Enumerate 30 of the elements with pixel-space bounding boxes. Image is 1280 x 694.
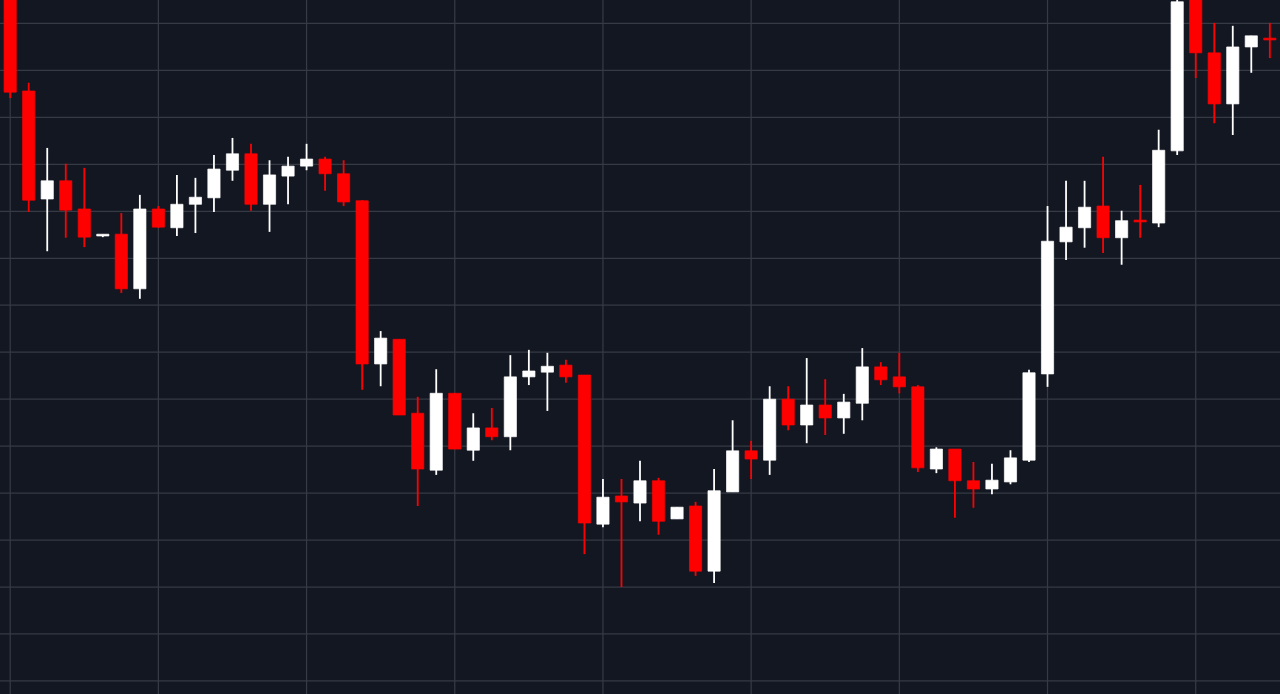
candlestick [1263,21,1277,60]
candlestick [1059,179,1073,261]
candlestick [151,205,165,229]
candlestick [226,137,239,182]
candlestick [818,378,832,436]
candlestick [929,446,943,475]
candlestick [892,351,906,395]
candlestick [40,147,54,253]
candlestick [559,358,573,384]
candlestick [1078,179,1092,249]
candlestick [874,361,888,386]
candlestick [466,412,480,462]
candlestick [615,478,628,588]
candlestick [633,459,647,523]
candlestick [540,351,554,412]
candlestick [281,155,295,206]
candlestick [1115,209,1129,266]
candlestick [188,176,202,234]
candlestick [170,174,184,237]
candlestick [485,407,499,442]
candlestick [300,142,314,172]
candlestick [837,392,851,435]
candlestick [1244,34,1258,74]
candlestick [985,462,999,496]
candlestick [966,461,980,509]
candlestick [522,348,536,386]
candlestick [744,439,758,480]
candlestick [318,155,332,192]
candlestick [800,357,814,445]
candlestick [1133,184,1147,239]
